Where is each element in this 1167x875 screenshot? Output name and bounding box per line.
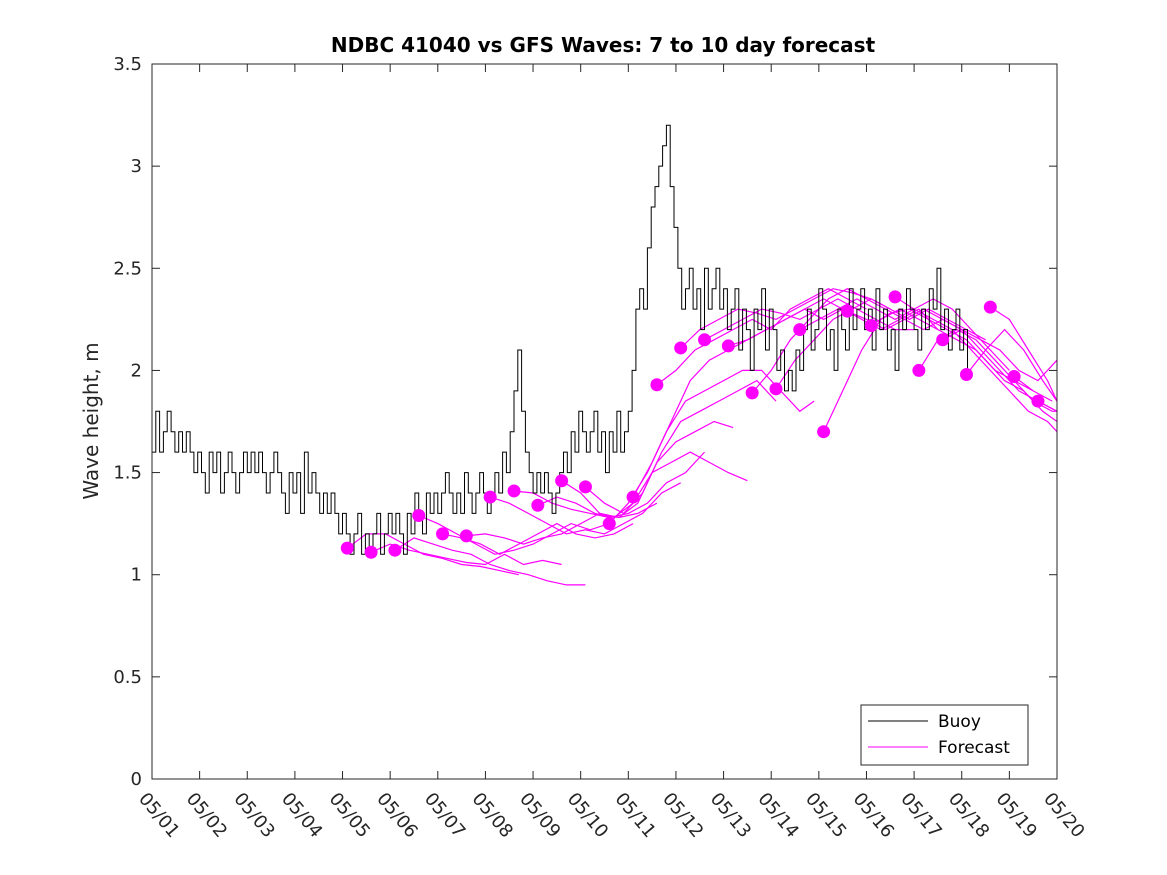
forecast-marker [364, 545, 378, 559]
forecast-track [370, 543, 562, 566]
forecast-track [537, 451, 748, 519]
forecast-marker [864, 318, 878, 332]
forecast-marker [531, 498, 545, 512]
legend-box [860, 704, 1029, 766]
forecast-track [751, 288, 962, 394]
buoy-series [152, 124, 972, 555]
forecast-track [466, 502, 658, 545]
y-tick-label: 1.5 [113, 463, 142, 484]
forecast-marker [483, 490, 497, 504]
forecast-track [394, 537, 586, 586]
forecast-lines [346, 288, 1058, 586]
forecast-track [442, 522, 634, 555]
forecast-marker [340, 541, 354, 555]
forecast-track [490, 482, 681, 535]
forecast-marker [412, 508, 426, 522]
forecast-marker [745, 386, 759, 400]
forecast-track [989, 306, 1058, 402]
forecast-marker [983, 300, 997, 314]
forecast-marker [555, 474, 569, 488]
chart-title: NDBC 41040 vs GFS Waves: 7 to 10 day for… [331, 33, 876, 57]
forecast-marker [459, 529, 473, 543]
forecast-track [823, 308, 1034, 432]
y-tick-label: 0.5 [113, 667, 142, 688]
forecast-marker [507, 484, 521, 498]
forecast-marker [912, 363, 926, 377]
forecast-marker [578, 480, 592, 494]
forecast-marker [840, 304, 854, 318]
forecast-marker [388, 543, 402, 557]
y-tick-label: 3.5 [113, 54, 142, 75]
forecast-marker [1007, 370, 1021, 384]
forecast-marker [698, 333, 712, 347]
legend-buoy-label: Buoy [938, 712, 981, 732]
forecast-marker [650, 378, 664, 392]
forecast-track [966, 328, 1058, 402]
legend: Buoy Forecast [860, 704, 1029, 766]
forecast-track [847, 308, 1058, 412]
forecast-track [1013, 376, 1053, 402]
buoy-line [152, 124, 972, 555]
y-tick-label: 2.5 [113, 258, 142, 279]
forecast-marker [1031, 394, 1045, 408]
forecast-marker [602, 517, 616, 531]
forecast-markers [340, 290, 1045, 559]
forecast-marker [817, 425, 831, 439]
y-tick-label: 2 [131, 360, 142, 381]
y-tick-label: 3 [131, 156, 142, 177]
legend-forecast-label: Forecast [938, 738, 1010, 758]
y-tick-label: 1 [131, 565, 142, 586]
forecast-track [942, 328, 1058, 382]
forecast-track [585, 379, 777, 515]
forecast-marker [960, 368, 973, 382]
y-axis-ticks: 0 0.5 1 1.5 2 2.5 3 3.5 [113, 54, 1057, 790]
forecast-marker [721, 339, 735, 353]
plot-frame [151, 63, 1058, 780]
forecast-track [894, 296, 1058, 433]
y-tick-label: 0 [131, 769, 142, 790]
forecast-marker [769, 382, 783, 396]
forecast-marker [674, 341, 688, 355]
forecast-marker [436, 527, 450, 541]
forecast-marker [626, 490, 640, 504]
forecast-marker [793, 323, 807, 337]
forecast-marker [888, 290, 902, 304]
y-axis-label: Wave height, m [79, 342, 103, 499]
forecast-track [799, 298, 1010, 371]
forecast-marker [936, 333, 950, 347]
